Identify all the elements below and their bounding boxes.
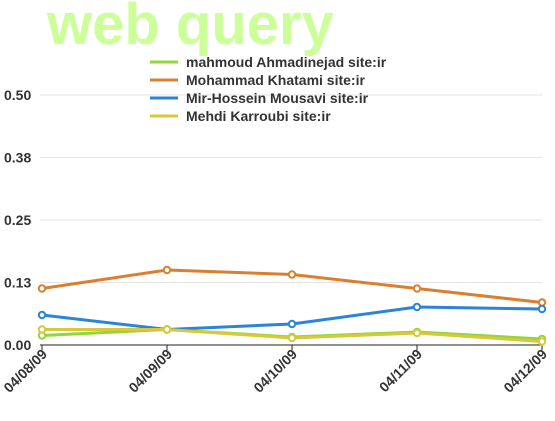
data-point	[537, 304, 547, 314]
series-4	[37, 325, 547, 346]
legend-label: mahmoud Ahmadinejad site:ir	[186, 54, 387, 70]
data-point	[412, 302, 422, 312]
y-tick-label: 0.00	[4, 337, 31, 353]
x-tick-label: 04/10/09	[250, 346, 300, 396]
data-point	[37, 325, 47, 334]
data-point	[37, 284, 47, 293]
data-point	[412, 284, 422, 293]
legend-label: Mir-Hossein Mousavi site:ir	[186, 90, 369, 106]
y-tick-label: 0.38	[4, 150, 31, 166]
data-point	[162, 265, 172, 275]
legend-item: mahmoud Ahmadinejad site:ir	[150, 54, 387, 70]
series-group	[37, 265, 547, 346]
legend-label: Mehdi Karroubi site:ir	[186, 108, 331, 124]
y-tick-label: 0.13	[4, 275, 31, 291]
legend-label: Mohammad Khatami site:ir	[186, 72, 365, 88]
watermark-title: web query	[46, 0, 334, 57]
data-point	[287, 270, 297, 279]
data-point	[287, 333, 297, 343]
legend-item: Mir-Hossein Mousavi site:ir	[150, 90, 369, 106]
legend-item: Mohammad Khatami site:ir	[150, 72, 365, 88]
x-axis	[40, 344, 543, 350]
data-point	[537, 298, 547, 307]
series-3	[37, 302, 547, 334]
data-point	[287, 319, 297, 329]
legend: mahmoud Ahmadinejad site:ir Mohammad Khat…	[150, 54, 387, 124]
y-tick-label: 0.25	[4, 212, 31, 228]
y-tick-label: 0.50	[4, 87, 31, 103]
x-tick-label: 04/09/09	[125, 346, 175, 396]
data-point	[162, 325, 172, 334]
grid-lines	[40, 94, 542, 283]
data-point	[537, 337, 547, 346]
data-point	[412, 328, 422, 338]
data-point	[37, 310, 47, 320]
x-tick-label: 04/08/09	[0, 346, 50, 396]
x-tick-label: 04/11/09	[376, 346, 425, 395]
x-tick-label: 04/12/09	[500, 346, 550, 396]
legend-item: Mehdi Karroubi site:ir	[150, 108, 331, 124]
series-2	[37, 265, 547, 307]
y-axis-ticks: 0.00 0.13 0.25 0.38 0.50	[4, 87, 31, 353]
x-axis-ticks: 04/08/09 04/09/09 04/10/09 04/11/09 04/12/09	[0, 346, 550, 396]
